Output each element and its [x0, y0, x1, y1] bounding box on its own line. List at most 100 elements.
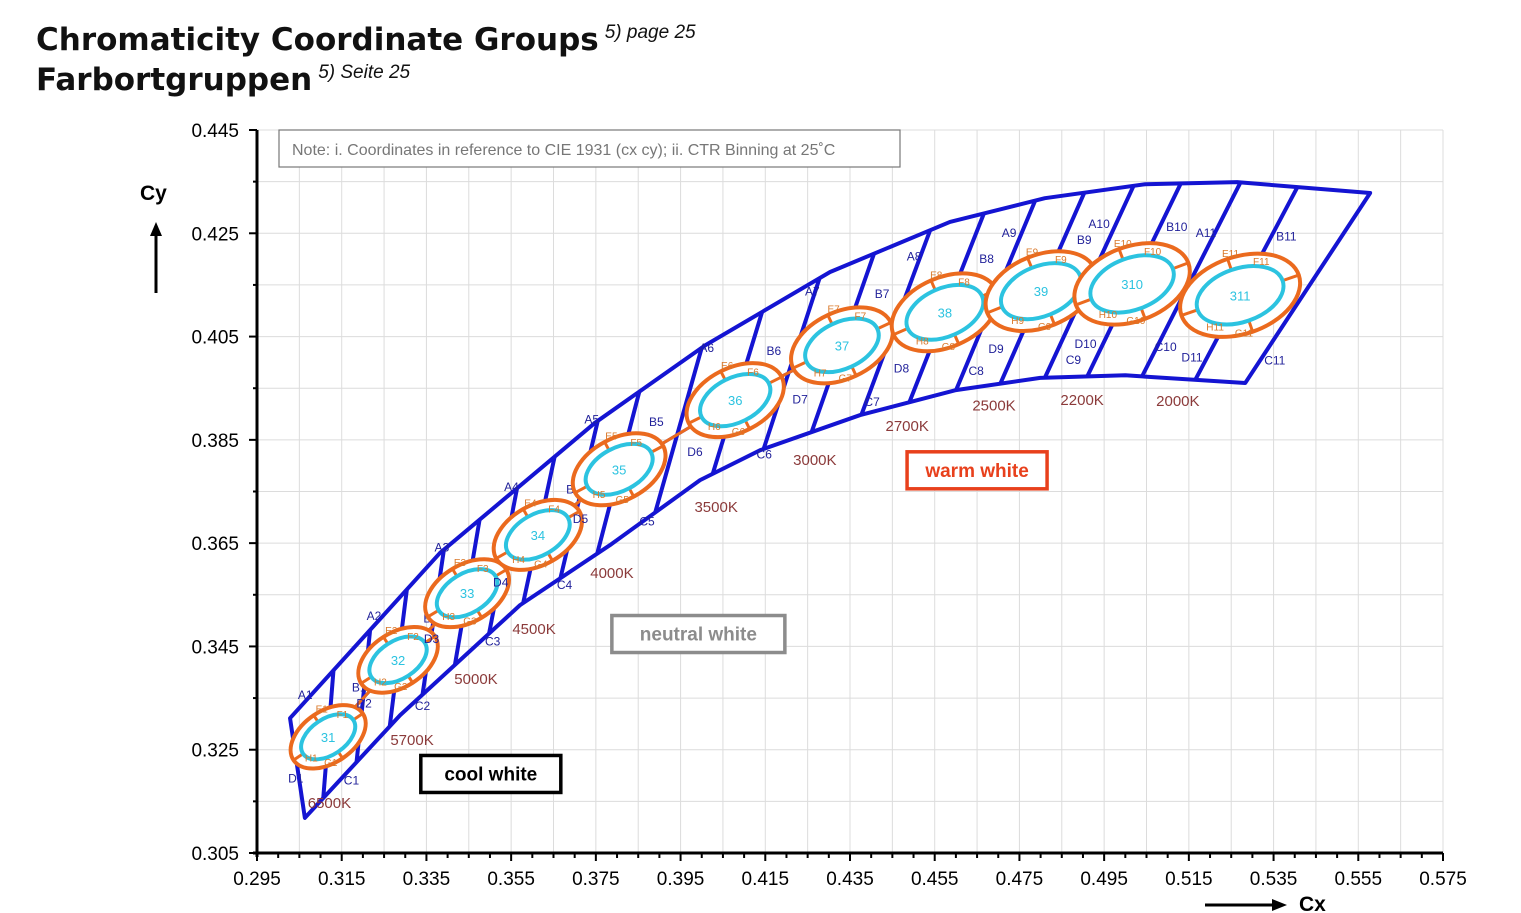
bin-label: D4 — [493, 576, 509, 590]
region-box — [905, 450, 1049, 491]
bin-label: G11 — [1235, 328, 1254, 339]
x-tick-label: 0.355 — [487, 869, 535, 890]
cct-label: 6500K — [308, 795, 351, 812]
bin-label: H7 — [814, 368, 827, 379]
group-label: 310 — [1121, 277, 1143, 292]
chart-title-en: Chromaticity Coordinate Groups 5) page 25 — [36, 22, 696, 58]
bin-label: H2 — [374, 678, 387, 689]
title-en-text: Chromaticity Coordinate Groups — [36, 22, 599, 58]
bin-label: E11 — [1222, 249, 1239, 260]
bin-label: A3 — [435, 540, 450, 554]
bin-label: E2 — [385, 626, 398, 637]
bin-label: F3 — [477, 564, 489, 575]
cct-label: 3500K — [694, 499, 737, 516]
bin-label: G2 — [394, 682, 408, 693]
cct-label: 5000K — [454, 671, 497, 688]
bin-label: C9 — [1066, 353, 1082, 367]
bin-label: E4 — [524, 498, 537, 509]
bin-label: D10 — [1075, 337, 1097, 351]
bin-label: F5 — [630, 438, 642, 449]
bin-label: A4 — [504, 480, 519, 494]
group-label: 35 — [612, 462, 626, 477]
bin-label: A7 — [805, 284, 820, 298]
y-tick-label: 0.365 — [191, 534, 239, 555]
bin-label: A6 — [699, 341, 714, 355]
bin-label: F7 — [855, 312, 867, 323]
x-tick-label: 0.575 — [1419, 869, 1467, 890]
bin-label: G7 — [839, 374, 853, 385]
macadam-ellipse-inner — [299, 712, 358, 762]
macadam-ellipse-inner — [803, 316, 881, 375]
bin-label: E6 — [721, 361, 734, 372]
grid — [257, 129, 1444, 854]
ellipse-group-38: 38 A8 B8 C8 D8 E8 F8 G8 H8 — [889, 249, 1001, 378]
group-label: 38 — [938, 305, 952, 320]
center-line — [327, 282, 1241, 738]
bin-label: G4 — [534, 560, 548, 571]
bin-label: B5 — [649, 415, 664, 429]
bin-label: C6 — [757, 448, 773, 462]
bin-label: F4 — [548, 505, 560, 516]
bin-label: C11 — [1264, 353, 1285, 367]
bin-label: E7 — [827, 305, 840, 316]
ellipse-group-33: 33A3B3C3D3E3F3G3H3 — [423, 540, 512, 648]
bin-label: D11 — [1181, 350, 1202, 364]
group-label: 37 — [835, 338, 849, 353]
group-label: 39 — [1034, 284, 1048, 299]
bin-label: H6 — [708, 422, 721, 433]
note-text: Note: i. Coordinates in reference to CIE… — [292, 142, 835, 159]
bin-label: E9 — [1026, 248, 1039, 259]
bin-label: C10 — [1155, 340, 1177, 354]
x-tick-label: 0.535 — [1250, 869, 1298, 890]
bin-label: G3 — [463, 617, 477, 628]
macadam-ellipse-inner — [698, 371, 773, 429]
bin-label: B9 — [1077, 233, 1092, 247]
title-de-ref: 5) Seite 25 — [318, 62, 411, 83]
bin-label: D6 — [687, 445, 703, 459]
x-tick-label: 0.415 — [742, 869, 790, 890]
x-tick-label: 0.315 — [318, 869, 366, 890]
y-axis-label: Cy — [140, 182, 167, 205]
bin-label: F11 — [1253, 257, 1270, 268]
bin-label: B10 — [1166, 220, 1188, 234]
bin-label: H11 — [1206, 322, 1224, 333]
ellipse-group-39: 39 A9 B9 C9 D9 E9 F9 G9 H9 — [983, 226, 1099, 367]
macadam-ellipse-inner — [1088, 253, 1176, 315]
y-tick-label: 0.385 — [191, 431, 239, 452]
title-en-ref: 5) page 25 — [604, 22, 696, 43]
ellipse-group-311: 311 A11 B11 C11 D11 E11 F11 G11 H11 — [1178, 226, 1303, 367]
y-tick-label: 0.445 — [191, 121, 239, 142]
ellipse-group-34: 34A4B4C4D4E4F4G4H4 — [491, 480, 584, 592]
bin-label: B6 — [767, 344, 782, 358]
bin-label: H4 — [512, 555, 525, 566]
ellipse-group-310: 310 A10 B10 C10 D10 E10 F10 G10 H10 — [1072, 217, 1192, 354]
macadam-ellipse-inner — [367, 634, 429, 686]
region-box — [610, 613, 787, 655]
bin-label: F1 — [337, 710, 349, 721]
y-tick-label: 0.305 — [191, 844, 239, 865]
bin-label: F6 — [747, 368, 759, 379]
y-tick-label: 0.425 — [191, 224, 239, 245]
x-tick-label: 0.495 — [1080, 869, 1128, 890]
bin-label: G5 — [616, 495, 630, 506]
chart-title-de: Farbortgruppen 5) Seite 25 — [36, 62, 410, 98]
bin-label: B8 — [979, 252, 994, 266]
bin-label: C5 — [639, 515, 655, 529]
bin-label: F8 — [958, 278, 970, 289]
bin-label: A11 — [1196, 226, 1217, 240]
x-tick-label: 0.555 — [1335, 869, 1383, 890]
bin-label: C7 — [864, 395, 880, 409]
bin-label: G9 — [1038, 322, 1052, 333]
bin-label: C8 — [968, 364, 984, 378]
group-label: 31 — [321, 730, 335, 745]
bin-label: H10 — [1099, 310, 1118, 321]
bin-label: E10 — [1114, 239, 1132, 250]
bin-label: C3 — [485, 634, 501, 648]
plot-area: 31A1B1C1D1E1F1G1H132A2B2C2D2E2F2G2H233A3… — [288, 180, 1373, 820]
y-tick-label: 0.325 — [191, 741, 239, 762]
region-label: neutral white — [640, 625, 757, 646]
bin-label: D8 — [894, 361, 910, 375]
bin-label: H5 — [593, 490, 606, 501]
